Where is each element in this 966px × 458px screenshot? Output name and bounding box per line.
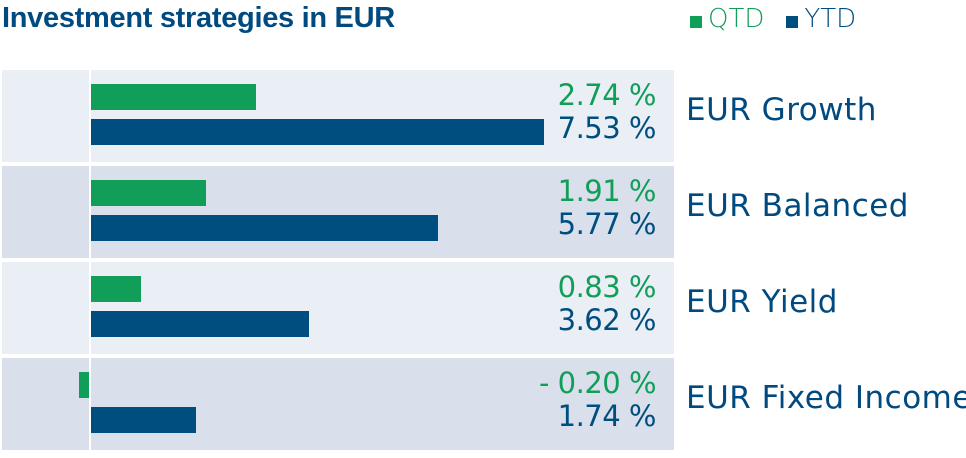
chart-title: Investment strategies in EUR bbox=[2, 2, 395, 34]
bar-qtd-eur-balanced bbox=[91, 180, 206, 206]
value-label-ytd-eur-fixed-income: 1.74 % bbox=[557, 399, 657, 433]
bar-qtd-eur-growth bbox=[91, 84, 256, 110]
value-label-ytd-eur-balanced: 5.77 % bbox=[557, 207, 657, 241]
value-label-ytd-eur-yield: 3.62 % bbox=[557, 303, 657, 337]
value-label-qtd-eur-yield: 0.83 % bbox=[557, 270, 657, 304]
legend-swatch-qtd bbox=[690, 16, 702, 28]
value-label-ytd-eur-growth: 7.53 % bbox=[557, 111, 657, 145]
chart-legend: QTD YTD bbox=[690, 4, 878, 34]
bar-qtd-eur-fixed-income bbox=[78, 372, 91, 398]
value-label-qtd-eur-growth: 2.74 % bbox=[557, 78, 657, 112]
value-label-qtd-eur-balanced: 1.91 % bbox=[557, 174, 657, 208]
bar-qtd-eur-yield bbox=[91, 276, 141, 302]
bar-ytd-eur-growth bbox=[91, 119, 545, 145]
legend-swatch-ytd bbox=[786, 16, 799, 28]
legend-label-qtd: QTD bbox=[708, 4, 765, 34]
bar-ytd-eur-yield bbox=[91, 311, 309, 337]
zero-axis-line bbox=[89, 70, 91, 455]
legend-label-ytd: YTD bbox=[804, 4, 857, 34]
bar-ytd-eur-balanced bbox=[91, 215, 439, 241]
category-label-eur-yield: EUR Yield bbox=[686, 284, 838, 320]
category-label-eur-balanced: EUR Balanced bbox=[686, 188, 909, 224]
legend-item-qtd: QTD bbox=[690, 4, 764, 34]
row-background-eur-fixed-income bbox=[2, 358, 674, 450]
value-label-qtd-eur-fixed-income: - 0.20 % bbox=[538, 366, 657, 400]
legend-item-ytd: YTD bbox=[786, 4, 856, 34]
category-label-eur-fixed-income: EUR Fixed Income bbox=[686, 380, 966, 416]
category-label-eur-growth: EUR Growth bbox=[686, 92, 877, 128]
bar-ytd-eur-fixed-income bbox=[91, 407, 196, 433]
